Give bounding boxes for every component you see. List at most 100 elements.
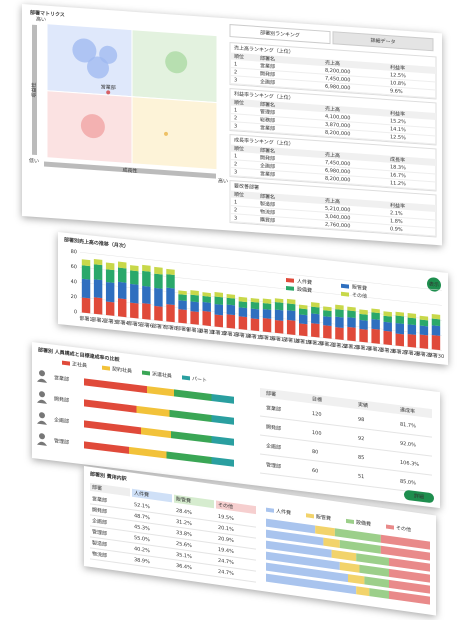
table-header: 部署名 [260, 55, 275, 63]
grid-line [80, 267, 442, 306]
table-cell: 開発部 [260, 70, 275, 78]
bar-segment [202, 292, 211, 297]
button-label: 詳細 [414, 492, 424, 500]
table-cell: 管理部 [266, 461, 281, 470]
table-cell: 48.7% [134, 513, 150, 521]
legend-swatch [306, 513, 314, 519]
bar-segment [371, 328, 380, 344]
bar-segment [105, 282, 115, 303]
x-tick-label: 部署7 [152, 323, 165, 330]
bar-segment [214, 303, 223, 316]
grid-line [80, 252, 442, 291]
table-title: 売上高ランキング（上位） [234, 44, 294, 55]
bar-segment [174, 389, 212, 402]
x-tick-label: 部署6 [140, 322, 153, 329]
bar-segment [380, 534, 430, 550]
bar-segment [262, 309, 272, 319]
bar-segment [359, 328, 368, 343]
legend-label: 派遣社員 [152, 370, 172, 379]
bar-segment [286, 303, 296, 311]
bar-segment [335, 327, 344, 341]
x-tick-label: 部署12 [211, 330, 227, 338]
bar-segment [369, 588, 390, 599]
bar-segment [166, 304, 175, 323]
bar-segment [419, 319, 429, 327]
table-cell: 営業部 [260, 124, 275, 132]
x-tick-label: 部署14 [235, 332, 251, 340]
bar-segment [286, 310, 296, 321]
table-header-bg [230, 98, 436, 120]
y-tick-label: 60 [71, 264, 77, 271]
row-line [90, 558, 256, 583]
table-cell: 8,200,000 [325, 130, 350, 138]
bar-segment [286, 319, 296, 335]
bar-segment [266, 573, 357, 595]
button[interactable] [427, 277, 441, 292]
bar-segment [171, 431, 212, 444]
table-header: 利益率 [390, 64, 405, 72]
table-cell: 24.7% [218, 569, 234, 577]
x-tick-label: 部署26 [380, 347, 396, 355]
table-cell: 20.1% [218, 525, 234, 533]
row-label: 開発部 [54, 395, 69, 404]
bar-segment [299, 308, 308, 316]
bar-segment [266, 518, 316, 534]
bar-segment [274, 298, 284, 303]
bar-segment [262, 318, 272, 333]
person-icon-body [37, 441, 47, 446]
bar-segment [214, 314, 223, 328]
tab[interactable] [332, 31, 434, 52]
table-cell: 企画部 [260, 162, 275, 170]
bar-segment [407, 324, 417, 335]
table-cell: 3,870,000 [325, 122, 350, 130]
table-cell: 開発部 [92, 506, 107, 515]
y-tick-label: 80 [71, 249, 77, 256]
bar-segment [299, 304, 308, 310]
table-cell: 企画部 [260, 78, 275, 86]
table-header: 人件費 [134, 490, 149, 499]
table-header: 順位 [234, 145, 244, 153]
bar-segment [359, 319, 368, 330]
bar-segment [202, 295, 211, 303]
bar-segment [356, 553, 390, 566]
table-cell: 開発部 [260, 154, 275, 162]
panel-title: 部署マトリクス [30, 9, 65, 18]
y-high-label: 高い [36, 15, 46, 23]
y-axis-label: 収益性 [31, 82, 38, 97]
table-header-bg [132, 488, 172, 503]
sales-panel: 部署別売上高の推移（月次） 表示 0 20 40 60 80 部署1 部署2 部署3 部署4 部署5 部… [58, 232, 448, 365]
person-icon-head [39, 391, 45, 398]
table-header: 売上高 [325, 151, 340, 159]
row-line [90, 525, 256, 550]
tab[interactable] [229, 24, 331, 45]
table-header-bg [260, 387, 432, 419]
table-cell: 60 [312, 468, 318, 475]
legend-label: その他 [396, 524, 411, 533]
bar-segment [84, 378, 147, 394]
bar-segment [359, 309, 368, 315]
bar-segment [266, 540, 332, 558]
row-line [260, 453, 432, 476]
bar-segment [389, 590, 430, 605]
bar-segment [178, 300, 187, 311]
bar-segment [331, 549, 357, 562]
button[interactable] [404, 490, 434, 504]
table-header-bg [230, 190, 436, 212]
legend-swatch [142, 370, 150, 376]
bar-segment [323, 310, 332, 318]
table-cell: 開発部 [266, 423, 281, 432]
grid-line [80, 312, 442, 351]
legend-label: 販管費 [352, 283, 367, 292]
panel-title: 部署別 費用内訳 [90, 470, 128, 482]
bar-segment [286, 298, 296, 305]
x-tick-label: 部署22 [331, 342, 347, 350]
bar-segment [81, 265, 91, 280]
table-cell: 45.3% [134, 524, 150, 532]
x-tick-label: 部署28 [404, 350, 420, 358]
table-header: 順位 [234, 99, 244, 107]
table-cell: 10.8% [390, 80, 406, 87]
bar-segment [178, 290, 187, 296]
table-cell: 管理部 [92, 528, 107, 537]
table-cell: 31.2% [176, 519, 192, 527]
